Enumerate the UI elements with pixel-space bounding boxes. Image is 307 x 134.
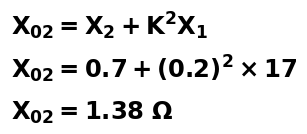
Text: $\mathbf{X_{02} = 1.38\ \Omega}$: $\mathbf{X_{02} = 1.38\ \Omega}$ [11, 99, 173, 126]
Text: $\mathbf{X_{02} = X_2 + K^2 X_1}$: $\mathbf{X_{02} = X_2 + K^2 X_1}$ [11, 11, 208, 42]
Text: $\mathbf{X_{02} = 0.7 + (0.2)^2 \times 17}$: $\mathbf{X_{02} = 0.7 + (0.2)^2 \times 1… [11, 54, 297, 85]
